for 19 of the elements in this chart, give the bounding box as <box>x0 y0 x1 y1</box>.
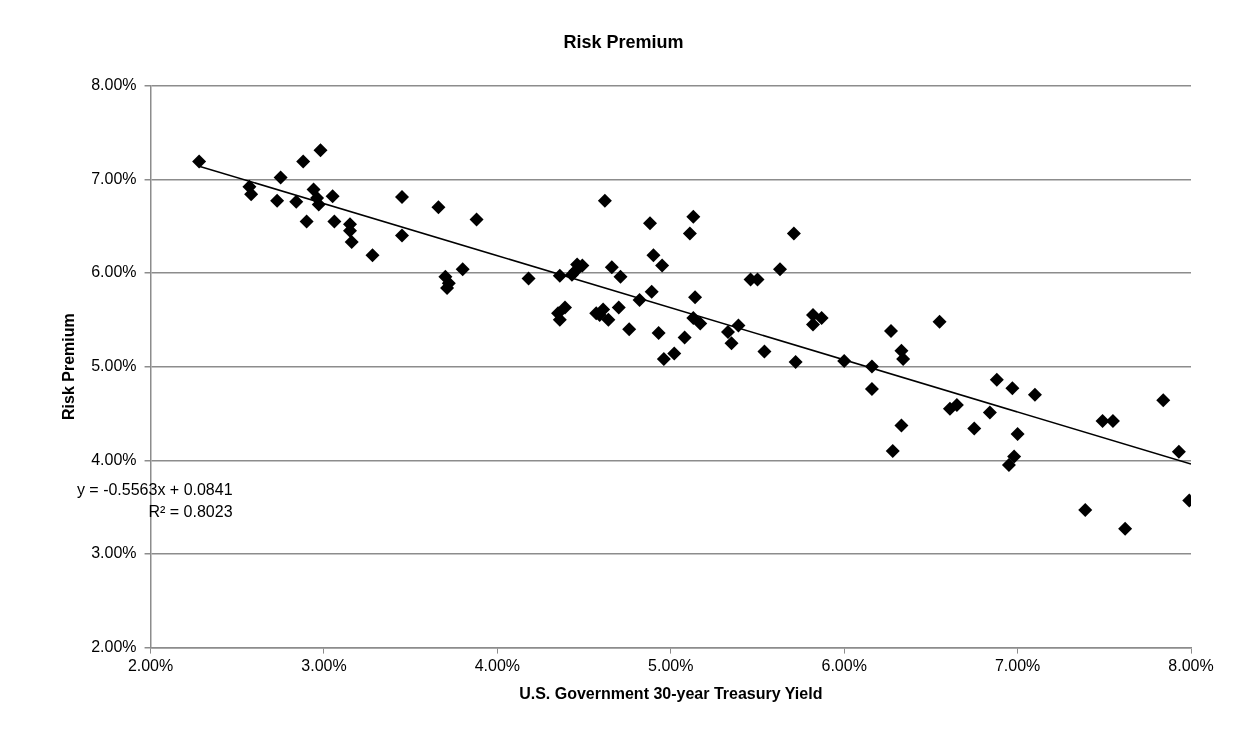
x-axis-title: U.S. Government 30-year Treasury Yield <box>519 684 823 702</box>
chart-title: Risk Premium <box>563 31 684 52</box>
x-tick-label: 5.00% <box>648 656 694 674</box>
x-tick-label: 8.00% <box>1168 656 1214 674</box>
y-tick-label: 7.00% <box>91 169 137 187</box>
y-tick-label: 6.00% <box>91 263 137 281</box>
y-axis-title: Risk Premium <box>60 313 78 420</box>
y-tick-label: 5.00% <box>91 357 137 375</box>
y-tick-label: 4.00% <box>91 450 137 468</box>
annotation: y = -0.5563x + 0.0841 <box>76 480 233 498</box>
x-tick-label: 7.00% <box>994 656 1041 674</box>
annotation: R² = 0.8023 <box>148 502 233 520</box>
x-tick-label: 4.00% <box>474 656 521 674</box>
x-tick-label: 6.00% <box>821 656 867 674</box>
x-tick-label: 3.00% <box>301 656 347 674</box>
y-tick-label: 8.00% <box>91 76 137 94</box>
x-tick-label: 2.00% <box>127 656 174 674</box>
y-tick-label: 3.00% <box>91 544 137 562</box>
y-tick-label: 2.00% <box>91 638 137 656</box>
